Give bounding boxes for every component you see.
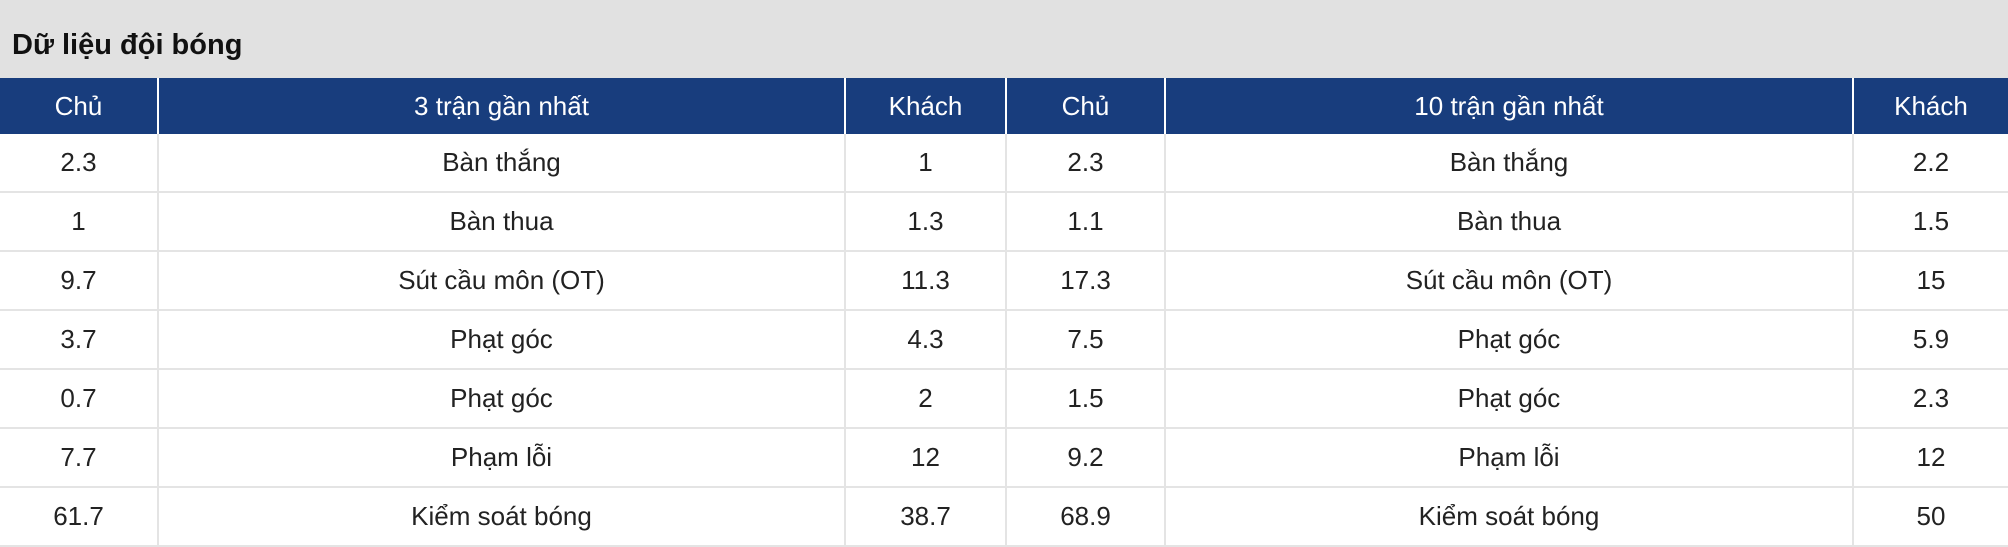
cell-away-3: 4.3: [844, 310, 1006, 370]
cell-stat-3: Kiểm soát bóng: [157, 487, 845, 547]
column-header-away-10: Khách: [1852, 78, 2008, 134]
cell-stat-3: Phạt góc: [157, 369, 845, 429]
cell-stat-10: Phạm lỗi: [1164, 428, 1853, 488]
cell-stat-3: Phạt góc: [157, 310, 845, 370]
cell-home-3: 1: [0, 192, 158, 252]
table-row: 1 Bàn thua 1.3 1.1 Bàn thua 1.5: [0, 192, 2008, 252]
column-header-stat-3: 3 trận gần nhất: [157, 78, 845, 134]
cell-stat-3: Bàn thắng: [157, 134, 845, 193]
column-header-stat-10: 10 trận gần nhất: [1164, 78, 1853, 134]
cell-home-10: 9.2: [1005, 428, 1165, 488]
section-title: Dữ liệu đội bóng: [12, 28, 243, 61]
cell-away-10: 2.2: [1852, 134, 2008, 193]
section-header: Dữ liệu đội bóng: [0, 0, 2008, 78]
cell-stat-10: Phạt góc: [1164, 310, 1853, 370]
cell-home-3: 7.7: [0, 428, 158, 488]
cell-stat-3: Phạm lỗi: [157, 428, 845, 488]
cell-away-3: 11.3: [844, 251, 1006, 311]
table-row: 9.7 Sút cầu môn (OT) 11.3 17.3 Sút cầu môn (…: [0, 251, 2008, 311]
cell-away-3: 2: [844, 369, 1006, 429]
cell-home-10: 1.5: [1005, 369, 1165, 429]
cell-home-10: 1.1: [1005, 192, 1165, 252]
cell-stat-10: Bàn thắng: [1164, 134, 1853, 193]
cell-away-3: 1: [844, 134, 1006, 193]
cell-away-10: 15: [1852, 251, 2008, 311]
table-header-row: Chủ 3 trận gần nhất Khách Chủ 10 trận gần nh…: [0, 78, 2008, 134]
cell-stat-10: Phạt góc: [1164, 369, 1853, 429]
cell-home-3: 0.7: [0, 369, 158, 429]
cell-home-3: 9.7: [0, 251, 158, 311]
cell-stat-3: Sút cầu môn (OT): [157, 251, 845, 311]
cell-away-3: 12: [844, 428, 1006, 488]
column-header-home-10: Chủ: [1005, 78, 1165, 134]
team-stats-table: Chủ 3 trận gần nhất Khách Chủ 10 trận gần nh…: [0, 78, 2008, 547]
cell-stat-10: Kiểm soát bóng: [1164, 487, 1853, 547]
table-row: 2.3 Bàn thắng 1 2.3 Bàn thắng 2.2: [0, 134, 2008, 193]
cell-home-3: 3.7: [0, 310, 158, 370]
cell-away-10: 12: [1852, 428, 2008, 488]
cell-away-10: 1.5: [1852, 192, 2008, 252]
cell-away-10: 5.9: [1852, 310, 2008, 370]
cell-stat-10: Bàn thua: [1164, 192, 1853, 252]
cell-home-10: 7.5: [1005, 310, 1165, 370]
cell-home-3: 2.3: [0, 134, 158, 193]
table-row: 61.7 Kiểm soát bóng 38.7 68.9 Kiểm soát bóng…: [0, 487, 2008, 547]
cell-home-10: 2.3: [1005, 134, 1165, 193]
cell-home-10: 17.3: [1005, 251, 1165, 311]
column-header-home-3: Chủ: [0, 78, 158, 134]
cell-stat-10: Sút cầu môn (OT): [1164, 251, 1853, 311]
cell-away-10: 50: [1852, 487, 2008, 547]
table-row: 7.7 Phạm lỗi 12 9.2 Phạm lỗi 12: [0, 428, 2008, 488]
cell-away-3: 1.3: [844, 192, 1006, 252]
table-row: 0.7 Phạt góc 2 1.5 Phạt góc 2.3: [0, 369, 2008, 429]
cell-home-3: 61.7: [0, 487, 158, 547]
table-row: 3.7 Phạt góc 4.3 7.5 Phạt góc 5.9: [0, 310, 2008, 370]
cell-home-10: 68.9: [1005, 487, 1165, 547]
cell-away-3: 38.7: [844, 487, 1006, 547]
cell-stat-3: Bàn thua: [157, 192, 845, 252]
column-header-away-3: Khách: [844, 78, 1006, 134]
cell-away-10: 2.3: [1852, 369, 2008, 429]
